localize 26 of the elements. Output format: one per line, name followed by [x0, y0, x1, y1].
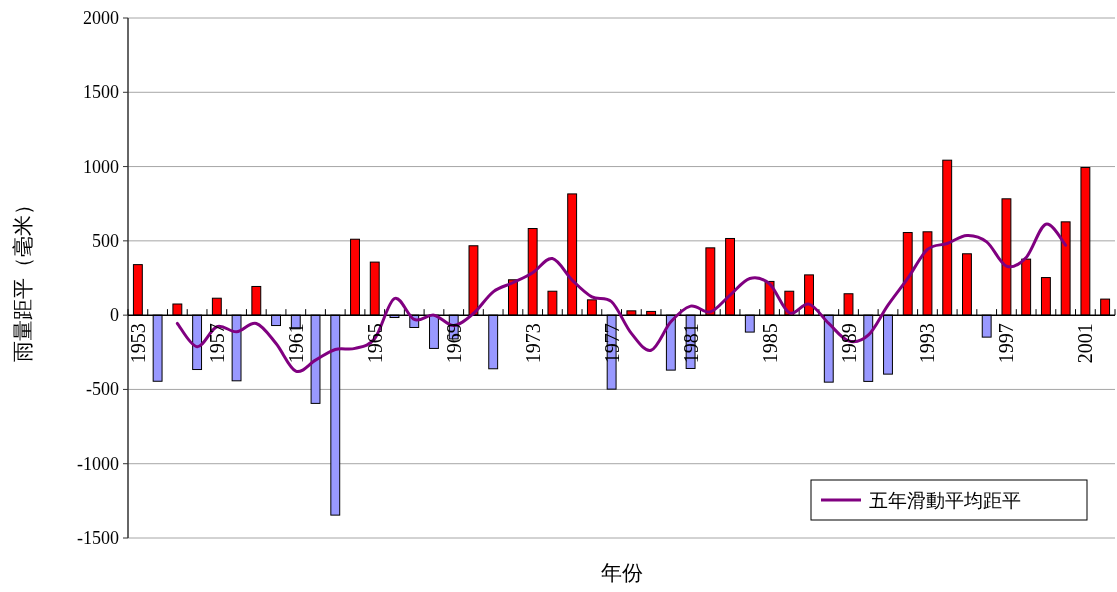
x-tick-label: 1957: [205, 323, 228, 364]
y-tick-label: -1500: [77, 528, 119, 548]
x-tick-label: 1965: [363, 323, 386, 364]
x-tick-label: 1997: [995, 323, 1018, 364]
x-tick-label: 1981: [679, 323, 702, 364]
x-tick-label: 2001: [1074, 323, 1097, 364]
bar: [429, 314, 439, 349]
x-tick-label: 1973: [521, 323, 544, 364]
y-tick-label: 1500: [83, 82, 119, 103]
x-tick-label: 1961: [284, 323, 307, 364]
legend-label: 五年滑動平均距平: [869, 489, 1021, 511]
y-tick-label: 1000: [83, 156, 119, 177]
y-axis-title: 雨量距平（毫米）: [11, 194, 35, 362]
x-tick-label: 1953: [126, 323, 149, 364]
y-tick-label: -1000: [77, 453, 119, 474]
y-tick-label: 500: [92, 230, 119, 251]
x-tick-label: 1977: [600, 323, 623, 364]
x-tick-label: 1985: [758, 323, 781, 364]
y-tick-label: -500: [86, 379, 119, 400]
x-tick-label: 1989: [837, 323, 860, 364]
x-axis-title: 年份: [600, 561, 643, 585]
x-tick-label: 1993: [916, 323, 939, 364]
x-tick-label: 1969: [442, 323, 465, 364]
y-tick-label: 2000: [83, 8, 119, 28]
y-tick-label: 0: [110, 305, 119, 326]
line-series: [175, 222, 1068, 373]
